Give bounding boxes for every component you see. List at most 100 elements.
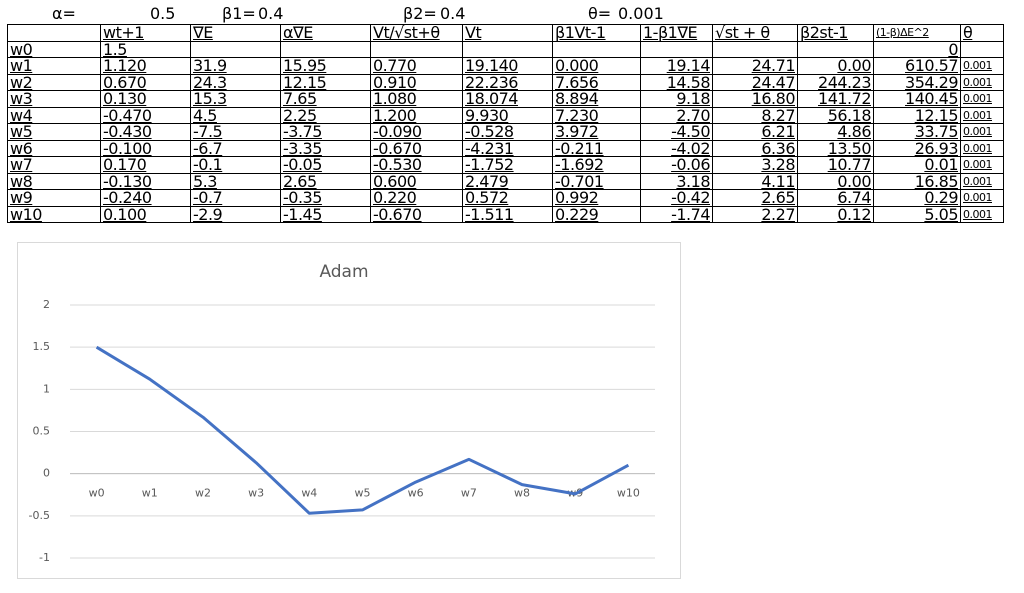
cell: -0.35 (280, 189, 371, 207)
cell: 16.85 (873, 172, 961, 190)
cell: -0.670 (370, 139, 463, 157)
table-row: w3 0.130 15.3 7.65 1.080 18.074 8.894 9.18 16.80… (7, 90, 1004, 108)
cell: 0 (873, 40, 961, 58)
cell: 1.200 (370, 106, 463, 124)
cell: 8.27 (712, 106, 798, 124)
cell: 0.130 (100, 90, 191, 108)
row-label: w8 (7, 172, 101, 190)
row-label: w5 (7, 123, 101, 141)
cell: 6.74 (797, 189, 874, 207)
cell: 2.65 (280, 172, 371, 190)
row-label: w0 (7, 40, 101, 58)
cell: 2.65 (712, 189, 798, 207)
cell: 0.00 (797, 57, 874, 75)
cell: 33.75 (873, 123, 961, 141)
cell: -3.35 (280, 139, 371, 157)
cell: 0.992 (552, 189, 641, 207)
cell: 0.29 (873, 189, 961, 207)
cell: 0.670 (100, 73, 191, 91)
column-header: 1-β1∇E (640, 24, 713, 42)
cell: -0.211 (552, 139, 641, 157)
chart-frame (17, 242, 681, 579)
row-label: w10 (7, 205, 101, 223)
cell: -1.45 (280, 205, 371, 223)
cell: 2.479 (462, 172, 553, 190)
cell (712, 40, 798, 58)
cell: -0.100 (100, 139, 191, 157)
cell: 12.15 (280, 73, 371, 91)
cell: 0.910 (370, 73, 463, 91)
line (95, 345, 630, 515)
cell: -0.528 (462, 123, 553, 141)
cell: 7.65 (280, 90, 371, 108)
cell (280, 40, 371, 58)
cell: -0.530 (370, 156, 463, 174)
cell: 24.71 (712, 57, 798, 75)
cell: 0.00 (797, 172, 874, 190)
cell: -0.701 (552, 172, 641, 190)
y-tick-label: 1 (43, 382, 50, 395)
x-tick-label: w10 (617, 487, 640, 500)
cell: 19.140 (462, 57, 553, 75)
cell: 9.930 (462, 106, 553, 124)
cell: 19.14 (640, 57, 713, 75)
param-value: 0.4 (440, 4, 466, 23)
cell: 2.70 (640, 106, 713, 124)
table-row: w6 -0.100 -6.7 -3.35 -0.670 -4.231 -0.211 -4.02… (7, 139, 1004, 157)
cell: 7.656 (552, 73, 641, 91)
cell: 10.77 (797, 156, 874, 174)
cell: 14.58 (640, 73, 713, 91)
column-header: ∇E (190, 24, 281, 42)
cell: 15.95 (280, 57, 371, 75)
corner-cell (7, 24, 101, 42)
cell: -0.05 (280, 156, 371, 174)
table-row: w2 0.670 24.3 12.15 0.910 22.236 7.656 14.58 24.… (7, 73, 1004, 91)
param-label: β2= (403, 4, 437, 23)
table-row: w10 0.100 -2.9 -1.45 -0.670 -1.511 0.229 -1.74 2… (7, 205, 1004, 223)
cell: 0.001 (960, 189, 1004, 207)
cell: -0.240 (100, 189, 191, 207)
cell: 0.001 (960, 205, 1004, 223)
cell: 0.170 (100, 156, 191, 174)
row-label: w1 (7, 57, 101, 75)
cell (462, 40, 553, 58)
param-value: 0.5 (150, 4, 176, 23)
cell: 1.120 (100, 57, 191, 75)
row-label: w2 (7, 73, 101, 91)
data-table: wt+1 ∇E α∇E Vt/√st+θ Vt β1Vt-1 1-β1∇E √st + θ β2… (7, 24, 1004, 223)
cell: -1.752 (462, 156, 553, 174)
row-label: w6 (7, 139, 101, 157)
y-tick-label: -0.5 (29, 509, 50, 522)
cell: 3.972 (552, 123, 641, 141)
cell: 0.770 (370, 57, 463, 75)
cell: 24.3 (190, 73, 281, 91)
x-tick-label: w7 (461, 487, 477, 500)
row-label: w3 (7, 90, 101, 108)
cell: -0.090 (370, 123, 463, 141)
cell: 7.230 (552, 106, 641, 124)
cell: 2.27 (712, 205, 798, 223)
cell: -7.5 (190, 123, 281, 141)
table-row: w9 -0.240 -0.7 -0.35 0.220 0.572 0.992 -0.42 2.6… (7, 189, 1004, 207)
cell: 0.572 (462, 189, 553, 207)
cell: 0.001 (960, 156, 1004, 174)
column-header: α∇E (280, 24, 371, 42)
x-tick-label: w3 (248, 487, 264, 500)
table-row: w5 -0.430 -7.5 -3.75 -0.090 -0.528 3.972 -4.50 6… (7, 123, 1004, 141)
cell: -4.02 (640, 139, 713, 157)
chart-title: Adam (319, 262, 368, 282)
cell: -0.470 (100, 106, 191, 124)
table-row: w7 0.170 -0.1 -0.05 -0.530 -1.752 -1.692 -0.06 3… (7, 156, 1004, 174)
row-label: w4 (7, 106, 101, 124)
cell: 18.074 (462, 90, 553, 108)
cell: -0.42 (640, 189, 713, 207)
x-tick-label: w0 (89, 487, 105, 500)
x-tick-label: w5 (355, 487, 371, 500)
cell: 0.001 (960, 73, 1004, 91)
cell: 140.45 (873, 90, 961, 108)
cell: 4.86 (797, 123, 874, 141)
cell: 9.18 (640, 90, 713, 108)
cell: -0.670 (370, 205, 463, 223)
